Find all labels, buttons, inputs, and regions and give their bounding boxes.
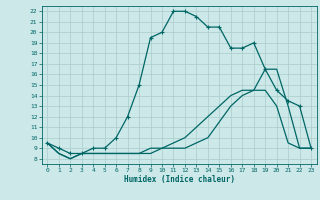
X-axis label: Humidex (Indice chaleur): Humidex (Indice chaleur) <box>124 175 235 184</box>
